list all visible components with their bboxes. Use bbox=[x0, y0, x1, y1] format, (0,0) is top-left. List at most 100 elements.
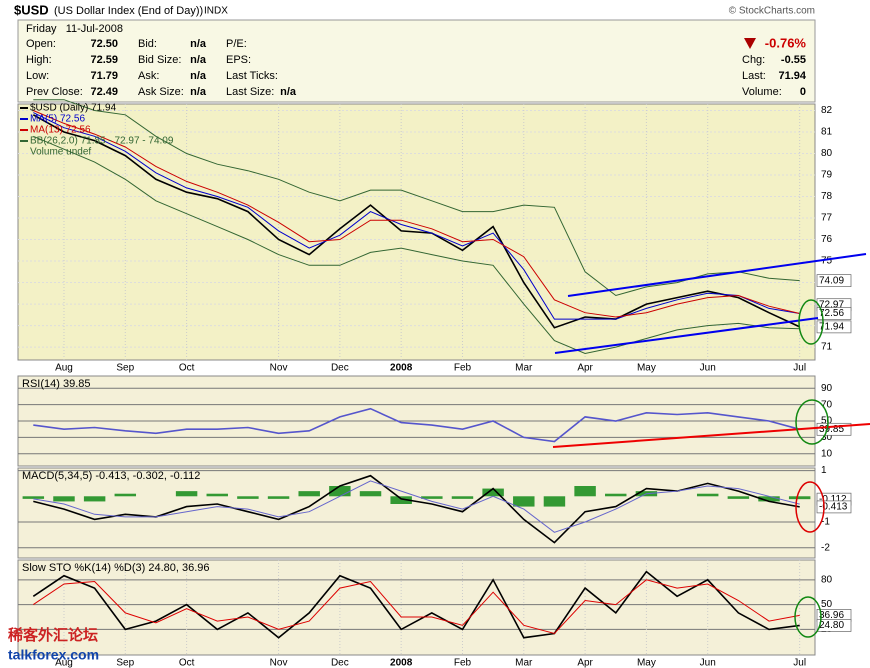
histogram-bar bbox=[421, 496, 443, 499]
histogram-bar bbox=[175, 491, 198, 497]
x-tick-label: Jun bbox=[700, 658, 716, 668]
quote-label: Ask: bbox=[138, 70, 159, 82]
x-tick-label: 2008 bbox=[390, 658, 413, 668]
summary-value: 71.94 bbox=[778, 70, 806, 82]
highlight-circle bbox=[794, 596, 822, 638]
series-line bbox=[33, 135, 800, 355]
quote-value: 72.50 bbox=[90, 38, 118, 50]
x-tick-label: Mar bbox=[515, 658, 533, 668]
panel-title: RSI(14) 39.85 bbox=[22, 378, 90, 390]
histogram-bar bbox=[482, 488, 504, 497]
quote-label: Open: bbox=[26, 38, 56, 50]
y-tick-label: 50 bbox=[821, 599, 833, 610]
x-tick-label: May bbox=[637, 363, 656, 374]
legend-entry: $USD (Daily) 71.94 bbox=[30, 103, 117, 114]
highlight-circle bbox=[795, 481, 825, 533]
panel bbox=[17, 467, 816, 559]
x-tick-label: Sep bbox=[116, 658, 134, 668]
y-tick-label: 70 bbox=[821, 399, 833, 410]
x-tick-label: Jun bbox=[700, 363, 716, 374]
histogram-bar bbox=[53, 496, 75, 502]
quote-label: P/E: bbox=[226, 38, 247, 50]
legend-entry: MA(13) 72.56 bbox=[30, 125, 91, 136]
y-tick-label: 77 bbox=[821, 213, 833, 224]
quote-value: 71.79 bbox=[90, 70, 118, 82]
x-tick-label: May bbox=[637, 658, 656, 668]
histogram-bar bbox=[727, 496, 750, 499]
x-tick-label: Aug bbox=[55, 658, 73, 668]
y-tick-label: 50 bbox=[821, 416, 833, 427]
histogram-bar bbox=[451, 496, 474, 499]
y-tick-label: 76 bbox=[821, 234, 833, 245]
x-tick-label: Apr bbox=[577, 658, 593, 668]
panel-title: Slow STO %K(14) %D(3) 24.80, 36.96 bbox=[22, 562, 210, 574]
histogram-bar bbox=[83, 496, 106, 502]
end-label-box bbox=[816, 274, 852, 287]
y-tick-label: 82 bbox=[821, 105, 833, 116]
quote-value: n/a bbox=[190, 70, 207, 82]
y-tick-label: 90 bbox=[821, 383, 833, 394]
histogram-bar bbox=[605, 493, 627, 497]
quote-value: 72.49 bbox=[90, 86, 118, 98]
quote-label: Bid: bbox=[138, 38, 157, 50]
summary-value: -0.55 bbox=[781, 54, 806, 66]
quote-value: n/a bbox=[280, 86, 297, 98]
histogram-bar bbox=[543, 496, 566, 507]
quote-label: Ask Size: bbox=[138, 86, 184, 98]
y-tick-label: -1 bbox=[821, 517, 830, 528]
end-label-box bbox=[816, 619, 852, 632]
histogram-bar bbox=[114, 493, 137, 497]
series-line bbox=[33, 474, 800, 544]
highlight-circle bbox=[795, 399, 829, 445]
x-tick-label: Dec bbox=[331, 658, 349, 668]
x-tick-label: Aug bbox=[55, 363, 73, 374]
channel-lower bbox=[554, 317, 819, 354]
x-tick-label: Oct bbox=[179, 658, 195, 668]
y-tick-label: 71 bbox=[821, 342, 833, 353]
end-label: 24.80 bbox=[819, 620, 844, 631]
quote-label: Last Size: bbox=[226, 86, 274, 98]
legend-entry: BB(26,2.0) 71.85 - 72.97 - 74.09 bbox=[30, 136, 174, 147]
rsi-trendline bbox=[552, 423, 870, 448]
quote-box bbox=[17, 19, 816, 103]
x-tick-label: Jul bbox=[793, 658, 806, 668]
histogram-bar bbox=[788, 496, 811, 500]
y-tick-label: 79 bbox=[821, 170, 833, 181]
quote-date: Friday 11-Jul-2008 bbox=[26, 23, 123, 35]
x-tick-label: Apr bbox=[577, 363, 593, 374]
quote-label: Low: bbox=[26, 70, 49, 82]
end-label: -0.413 bbox=[819, 502, 848, 513]
end-label: 72.97 bbox=[819, 299, 844, 310]
quote-value: n/a bbox=[190, 38, 207, 50]
legend-entry: MA(5) 72.56 bbox=[30, 114, 85, 125]
y-tick-label: -2 bbox=[821, 542, 830, 553]
exchange: INDX bbox=[204, 6, 228, 17]
summary-label: Volume: bbox=[742, 86, 782, 98]
quote-value: 72.59 bbox=[90, 54, 118, 66]
panel bbox=[17, 559, 816, 656]
end-label: 36.96 bbox=[819, 610, 844, 621]
change-pct: -0.76% bbox=[765, 35, 807, 50]
histogram-bar bbox=[237, 496, 259, 499]
histogram-bar bbox=[22, 496, 45, 499]
series-line bbox=[33, 579, 800, 635]
credit: © StockCharts.com bbox=[729, 6, 815, 17]
quote-label: Last Ticks: bbox=[226, 70, 278, 82]
histogram-bar bbox=[574, 486, 596, 497]
x-tick-label: Oct bbox=[179, 363, 195, 374]
watermark: talkforex.com bbox=[8, 647, 99, 663]
series-line bbox=[32, 114, 801, 329]
quote-value: n/a bbox=[190, 54, 207, 66]
histogram-bar bbox=[359, 491, 382, 497]
histogram-bar bbox=[267, 496, 290, 499]
histogram-bar bbox=[329, 486, 351, 497]
symbol: $USD bbox=[14, 2, 49, 17]
x-tick-label: Sep bbox=[116, 363, 134, 374]
histogram-bar bbox=[696, 493, 719, 497]
legend-entry: Volume undef bbox=[30, 147, 91, 158]
histogram-bar bbox=[206, 493, 228, 497]
end-label: 71.94 bbox=[819, 322, 844, 333]
series-line bbox=[33, 99, 800, 297]
x-tick-label: Jul bbox=[793, 363, 806, 374]
